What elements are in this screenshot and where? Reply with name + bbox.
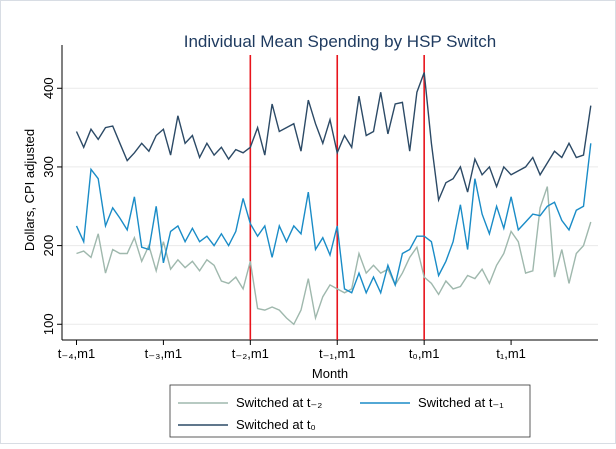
series-line — [75, 143, 592, 295]
x-tick-label: t₋₃,m1 — [145, 346, 182, 361]
x-tick-label: t₀,m1 — [409, 346, 440, 361]
legend-label: Switched at t₋₂ — [236, 395, 322, 410]
series-line — [76, 186, 592, 326]
x-tick-label: t₋₂,m1 — [232, 346, 269, 361]
y-tick-label: 400 — [41, 77, 56, 99]
y-tick-label: 300 — [41, 156, 56, 178]
chart-title: Individual Mean Spending by HSP Switch — [184, 32, 496, 51]
legend-label: Switched at t₋₁ — [418, 395, 504, 410]
y-tick-label: 200 — [41, 235, 56, 257]
x-tick-label: t₋₄,m1 — [58, 346, 95, 361]
series-line — [75, 72, 592, 203]
y-tick-label: 100 — [41, 313, 56, 335]
x-tick-label: t₁,m1 — [496, 346, 526, 361]
y-axis-label: Dollars, CPI adjusted — [22, 129, 37, 251]
x-axis-label: Month — [312, 366, 348, 381]
x-tick-label: t₋₁,m1 — [319, 346, 356, 361]
legend-label: Switched at t₀ — [236, 417, 316, 432]
legend-box — [169, 384, 531, 438]
